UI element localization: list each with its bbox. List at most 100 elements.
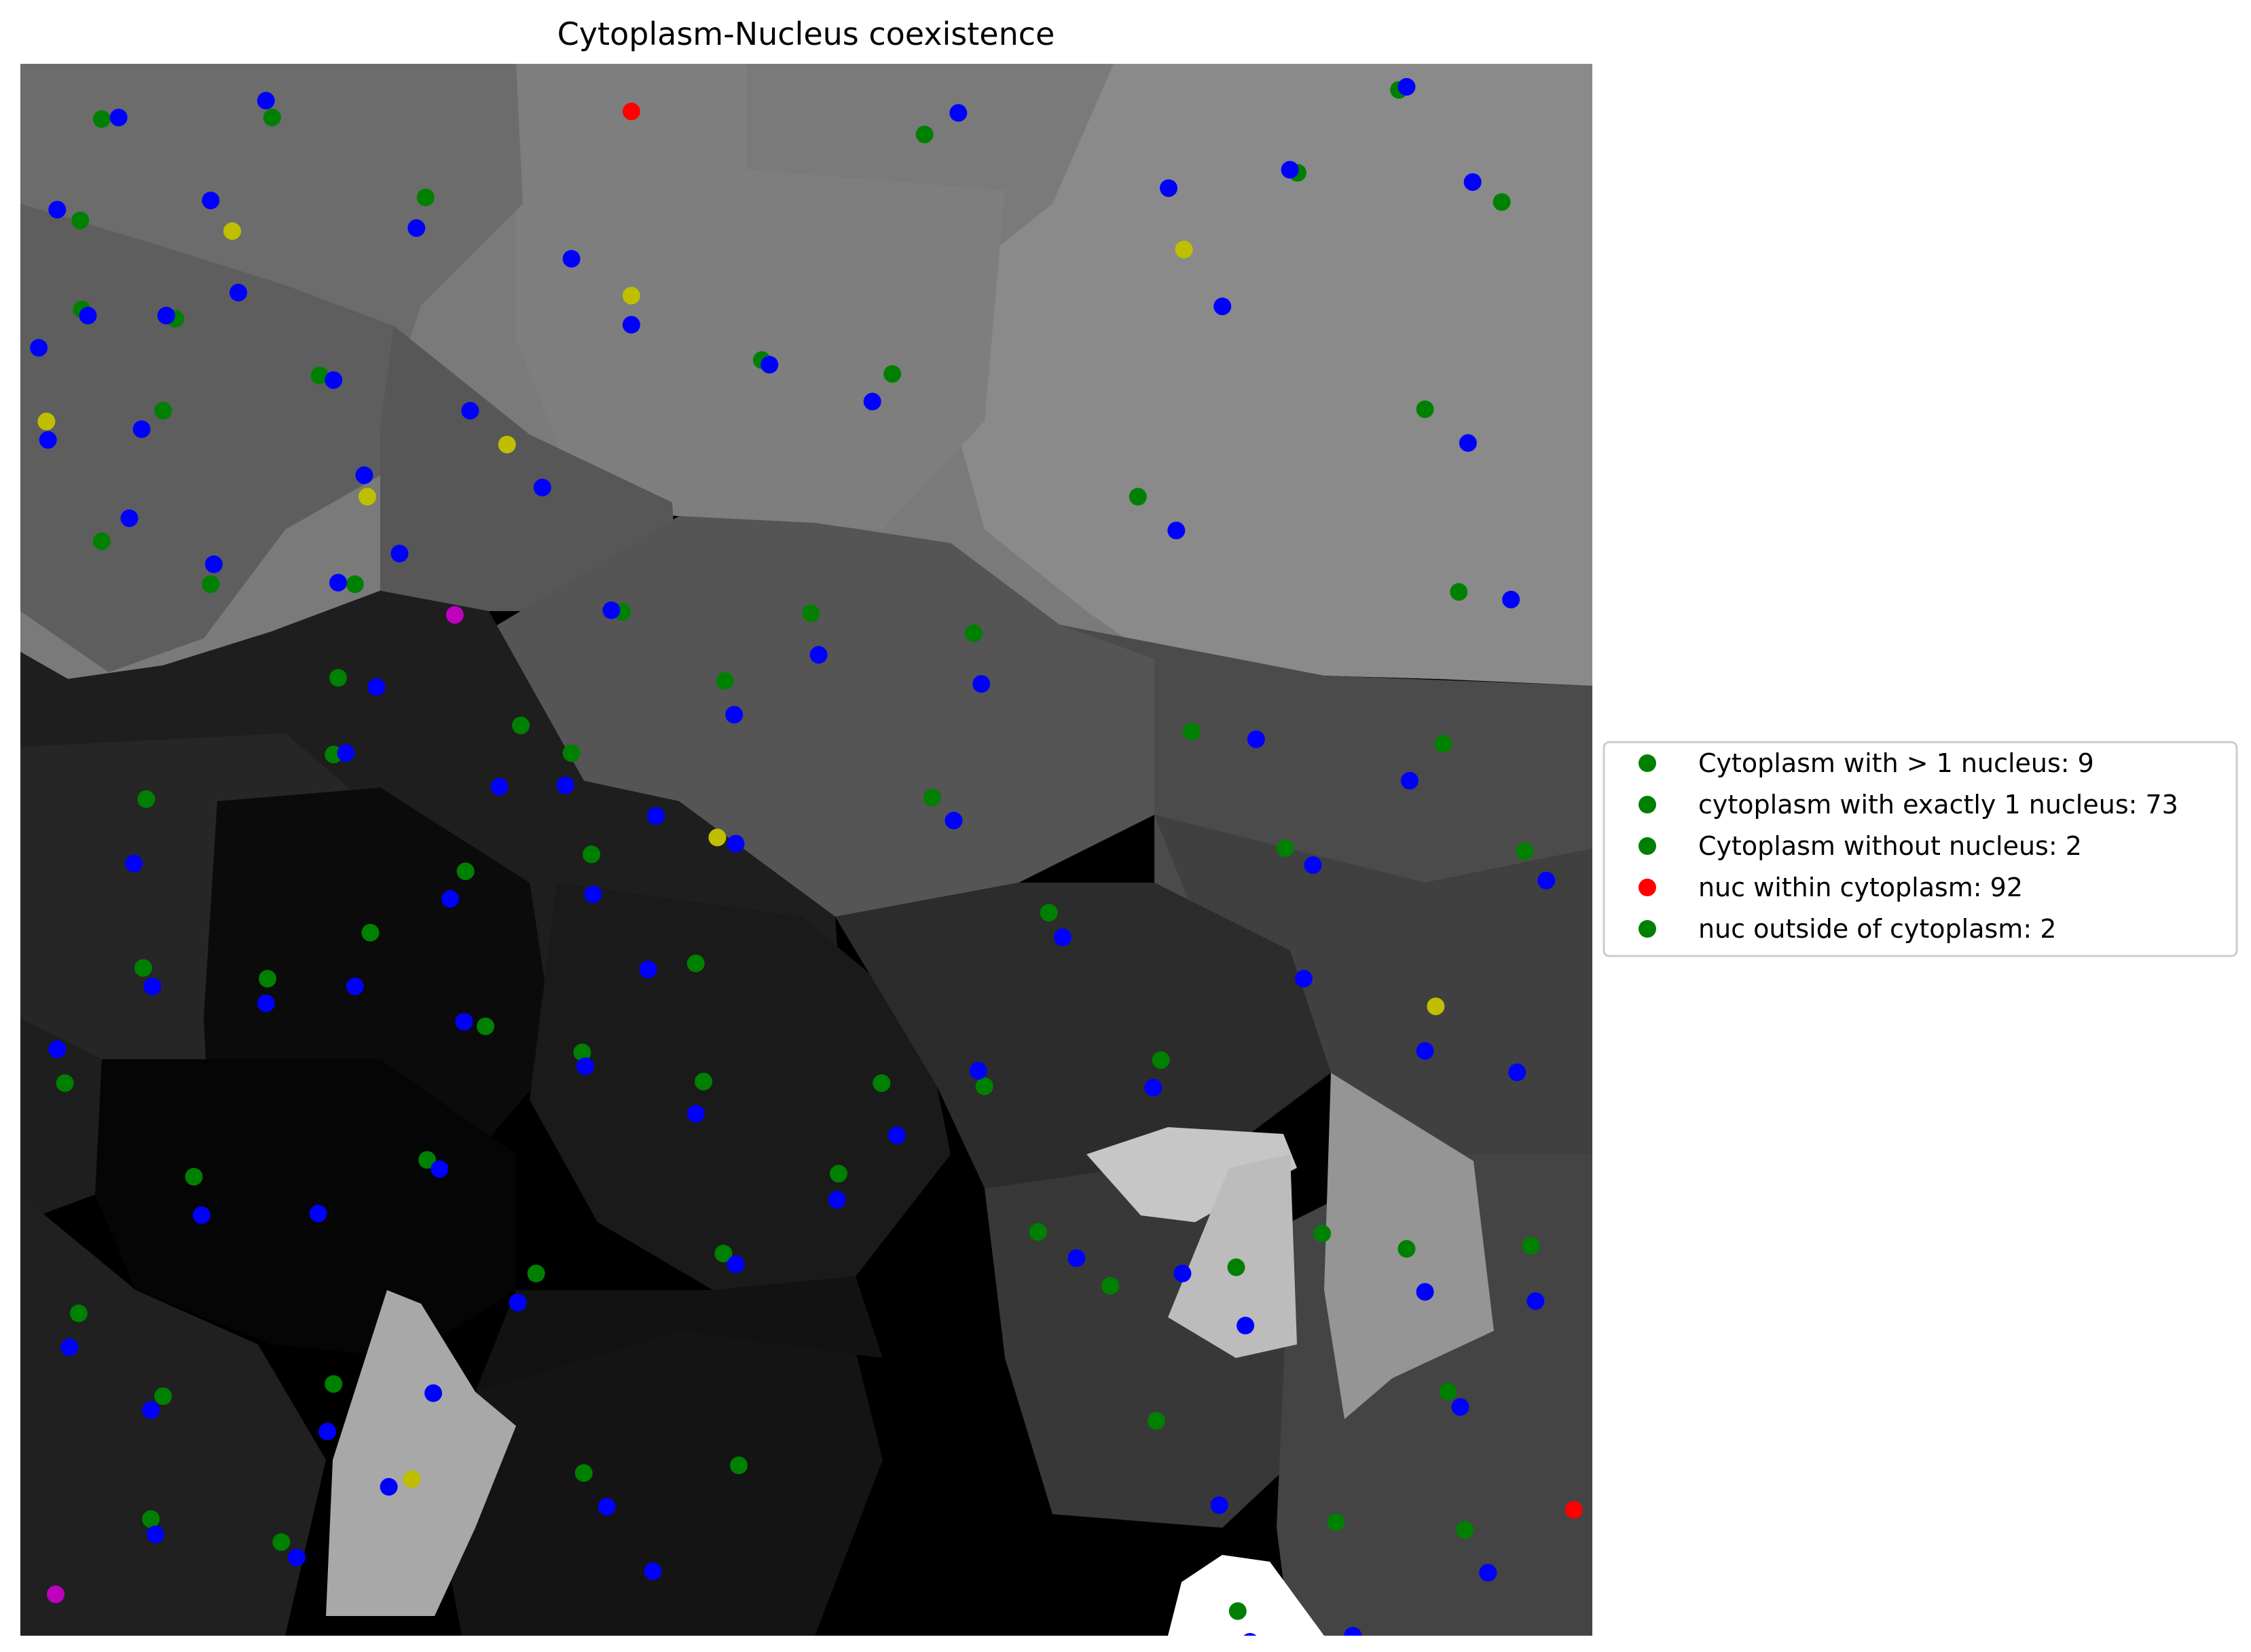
scatter-point	[325, 371, 343, 389]
scatter-point	[416, 188, 435, 206]
scatter-point	[1522, 1236, 1540, 1255]
scatter-point	[562, 744, 581, 763]
scatter-point	[1147, 1412, 1165, 1430]
scatter-point	[725, 705, 744, 724]
scatter-point	[1344, 1627, 1362, 1636]
scatter-point	[132, 420, 151, 439]
scatter-point	[287, 1548, 306, 1566]
scatter-point	[1397, 77, 1416, 96]
scatter-point	[556, 776, 574, 794]
scatter-point	[154, 401, 172, 420]
scatter-point	[202, 575, 220, 593]
scatter-point	[380, 1477, 398, 1496]
scatter-point	[1182, 722, 1201, 741]
scatter-point	[346, 977, 364, 995]
scatter-point	[257, 92, 275, 110]
scatter-point	[1416, 400, 1434, 418]
scatter-point	[134, 959, 152, 977]
legend-marker	[1639, 796, 1656, 813]
scatter-point	[527, 1264, 545, 1283]
scatter-point	[1459, 434, 1477, 452]
scatter-point	[56, 1074, 74, 1093]
scatter-point	[1237, 1317, 1255, 1335]
scatter-point	[456, 862, 475, 881]
scatter-point	[403, 1470, 421, 1488]
scatter-point	[1247, 730, 1265, 748]
scatter-point	[761, 356, 779, 374]
scatter-point	[1508, 1063, 1526, 1082]
scatter-point	[1243, 1633, 1257, 1636]
scatter-point	[639, 960, 657, 978]
scatter-point	[809, 646, 828, 664]
scatter-point	[1327, 1513, 1345, 1531]
scatter-point	[120, 509, 139, 528]
scatter-point	[727, 834, 745, 853]
scatter-point	[1516, 842, 1534, 860]
scatter-point	[1416, 1283, 1434, 1301]
scatter-point	[969, 1062, 987, 1080]
scatter-point	[37, 412, 56, 430]
legend-label: cytoplasm with exactly 1 nucleus: 73	[1698, 790, 2178, 820]
scatter-point	[71, 211, 90, 230]
scatter-point	[802, 604, 820, 623]
scatter-point	[1526, 1292, 1545, 1310]
scatter-point	[143, 977, 162, 995]
scatter-point	[192, 1206, 211, 1224]
scatter-point	[695, 1072, 712, 1090]
scatter-point	[584, 885, 602, 904]
scatter-point	[716, 672, 734, 690]
legend-marker	[1639, 754, 1656, 772]
scatter-point	[1227, 1258, 1245, 1277]
scatter-point	[337, 744, 355, 763]
scatter-point	[1427, 997, 1445, 1016]
scatter-point	[562, 250, 581, 268]
scatter-point	[1213, 297, 1232, 316]
scatter-point	[1304, 856, 1322, 875]
scatter-points	[30, 77, 1583, 1636]
scatter-point	[915, 126, 934, 143]
scatter-point	[142, 1401, 160, 1419]
scatter-point	[687, 1105, 705, 1123]
scatter-point	[945, 811, 963, 830]
scatter-point	[1281, 161, 1299, 179]
scatter-point	[1029, 1223, 1047, 1241]
legend-entry: nuc outside of cytoplasm: 2	[1639, 914, 2056, 944]
scatter-point	[1228, 1602, 1247, 1620]
scatter-point	[424, 1384, 443, 1402]
scatter-point	[727, 1255, 745, 1273]
scatter-point	[204, 555, 223, 573]
scatter-point	[48, 1040, 67, 1059]
scatter-point	[644, 1562, 662, 1580]
scatter-point	[972, 675, 991, 693]
scatter-point	[1439, 1382, 1457, 1401]
scatter-point	[30, 339, 48, 357]
scatter-point	[318, 1422, 337, 1441]
scatter-point	[622, 316, 640, 334]
scatter-point	[309, 1205, 327, 1223]
scatter-point	[146, 1525, 164, 1543]
legend-entry: Cytoplasm without nucleus: 2	[1639, 831, 2082, 861]
scatter-point	[39, 430, 57, 449]
scatter-point	[230, 283, 247, 301]
scatter-point	[509, 1293, 527, 1312]
scatter-point	[949, 104, 968, 122]
scatter-point	[1295, 970, 1313, 988]
scatter-point	[598, 1498, 616, 1516]
scatter-point	[137, 790, 155, 808]
legend-label: nuc within cytoplasm: 92	[1698, 873, 2023, 902]
scatter-point	[887, 1126, 906, 1144]
legend-frame	[1603, 741, 2238, 957]
plot-area	[20, 64, 1592, 1636]
scatter-point	[1054, 928, 1072, 947]
scatter-point	[708, 828, 727, 847]
segmentation-background	[20, 64, 1592, 1636]
scatter-point	[964, 624, 983, 642]
scatter-point	[69, 1304, 88, 1323]
scatter-point	[310, 366, 329, 384]
scatter-point	[1451, 1398, 1469, 1416]
scatter-point	[1456, 1521, 1474, 1539]
scatter-point	[1479, 1564, 1497, 1582]
scatter-point	[92, 532, 111, 551]
scatter-point	[883, 365, 902, 383]
scatter-point	[1450, 583, 1468, 601]
